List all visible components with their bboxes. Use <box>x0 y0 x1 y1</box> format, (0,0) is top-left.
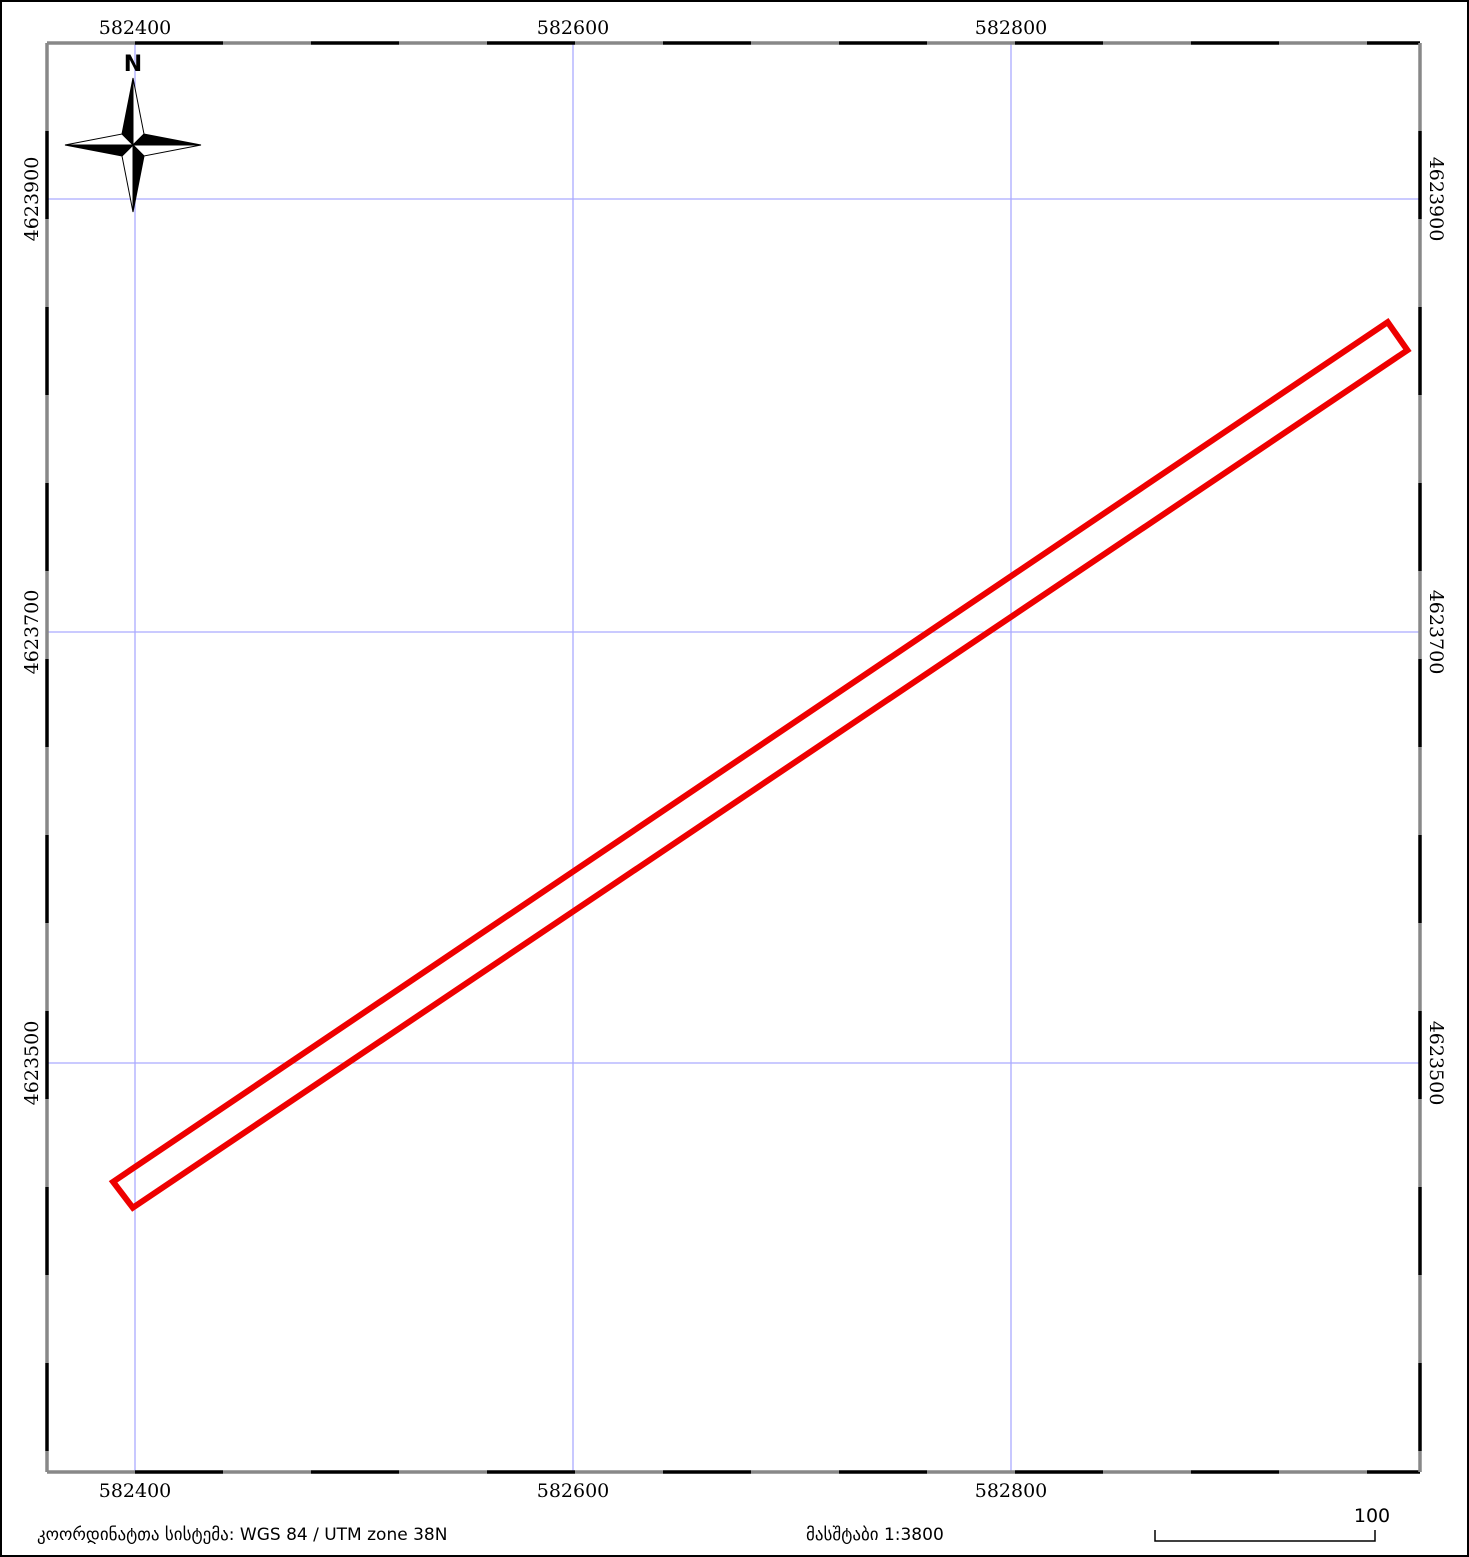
x-tick-top-582800: 582800 <box>975 17 1048 39</box>
x-tick-bottom-582800: 582800 <box>975 1480 1048 1502</box>
y-tick-right-4623700: 4623700 <box>1425 590 1447 675</box>
x-tick-top-582400: 582400 <box>99 17 172 39</box>
scale-label: მასშტაბი 1:3800 <box>806 1525 944 1545</box>
north-label: N <box>124 52 142 77</box>
scale-bar: 100 <box>1154 1505 1390 1542</box>
parcel-boundary[interactable] <box>108 317 1412 1212</box>
y-tick-left-4623500: 4623500 <box>21 1021 43 1106</box>
y-tick-right-4623900: 4623900 <box>1425 157 1447 242</box>
compass-rose-icon <box>64 77 202 213</box>
north-arrow: N <box>64 52 202 213</box>
graticule <box>47 43 1420 1472</box>
map-frame <box>45 41 1422 1474</box>
y-tick-left-4623700: 4623700 <box>21 590 43 675</box>
y-tick-right-4623500: 4623500 <box>1425 1021 1447 1106</box>
coordinate-labels: 582400 582600 582800 582400 582600 58280… <box>21 17 1447 1502</box>
x-tick-top-582600: 582600 <box>537 17 610 39</box>
map-footer: კოორდინატთა სისტემა: WGS 84 / UTM zone 3… <box>37 1505 1390 1545</box>
y-tick-left-4623900: 4623900 <box>21 157 43 242</box>
scale-bar-label: 100 <box>1354 1505 1390 1527</box>
x-tick-bottom-582400: 582400 <box>99 1480 172 1502</box>
crs-label: კოორდინატთა სისტემა: WGS 84 / UTM zone 3… <box>37 1525 447 1545</box>
x-tick-bottom-582600: 582600 <box>537 1480 610 1502</box>
